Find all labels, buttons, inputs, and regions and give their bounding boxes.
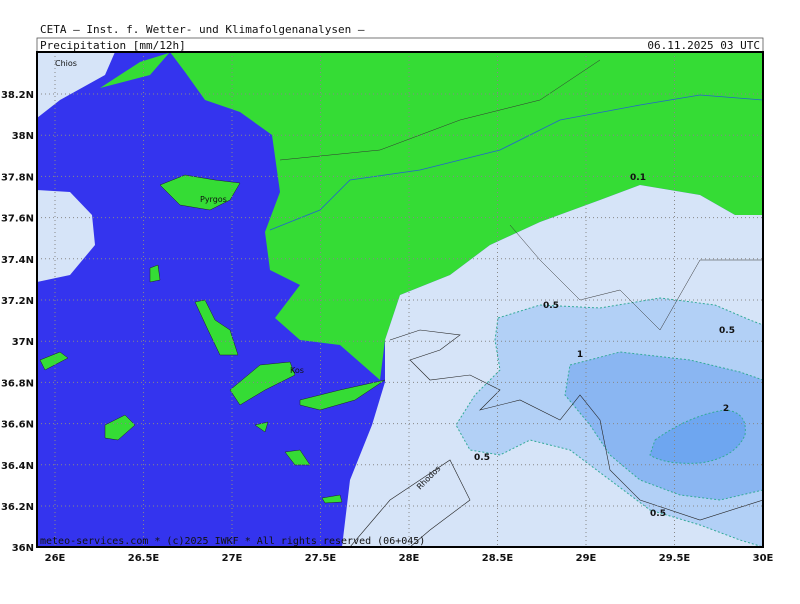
x-tick-label: 26E [45, 553, 66, 564]
x-tick-label: 28.5E [482, 553, 514, 564]
y-tick-label: 37.2N [1, 296, 34, 307]
labels: 38.2N 38N 37.8N 37.6N 37.4N 37.2N 37N 36.8N 36.6… [1, 59, 774, 564]
contour-label: 0.5 [474, 453, 490, 463]
x-tick-label: 30E [753, 553, 774, 564]
contour-label: 0.5 [543, 301, 559, 311]
place-label: Chios [55, 59, 77, 68]
map-frame [36, 51, 764, 548]
contour-label: 0.5 [650, 509, 666, 519]
land [100, 52, 763, 380]
contour-label: 1 [577, 350, 583, 360]
borders [279, 59, 763, 331]
place-label: Kos [290, 366, 304, 375]
contour-label: 0.5 [719, 326, 735, 336]
valid-time: 06.11.2025 03 UTC [647, 39, 760, 52]
river [269, 94, 763, 231]
y-tick-label: 36.4N [1, 461, 34, 472]
coastline [389, 329, 763, 521]
x-tick-label: 27.5E [305, 553, 337, 564]
x-tick-label: 27E [222, 553, 243, 564]
grid [37, 52, 763, 547]
precip-area-west [37, 190, 95, 282]
x-tick-label: 26.5E [128, 553, 160, 564]
y-tick-label: 36.2N [1, 502, 34, 513]
place-label: Pyrgos [200, 195, 227, 204]
x-tick-label: 29.5E [659, 553, 691, 564]
y-tick-label: 38N [12, 131, 34, 142]
contour-label: 2 [723, 404, 729, 414]
y-tick-label: 36.6N [1, 420, 34, 431]
footer: meteo-services.com * (c)2025 IWKF * All … [40, 536, 425, 547]
source-title: CETA — Inst. f. Wetter- und Klimafolgena… [40, 23, 365, 36]
contour-label: 0.1 [630, 173, 646, 183]
y-tick-label: 36.8N [1, 378, 34, 389]
chios-area [37, 52, 115, 118]
map [36, 51, 764, 548]
y-tick-label: 37.8N [1, 172, 34, 183]
y-tick-label: 37N [12, 337, 34, 348]
y-tick-label: 36N [12, 543, 34, 554]
y-tick-label: 37.6N [1, 214, 34, 225]
x-tick-label: 29E [576, 553, 597, 564]
y-tick-label: 37.4N [1, 255, 34, 266]
islands [39, 174, 386, 504]
x-tick-label: 28E [399, 553, 420, 564]
y-tick-label: 38.2N [1, 90, 34, 101]
parameter-title: Precipitation [mm/12h] [40, 39, 186, 52]
rhodes-coast [349, 459, 471, 547]
precip-1 [564, 351, 763, 501]
